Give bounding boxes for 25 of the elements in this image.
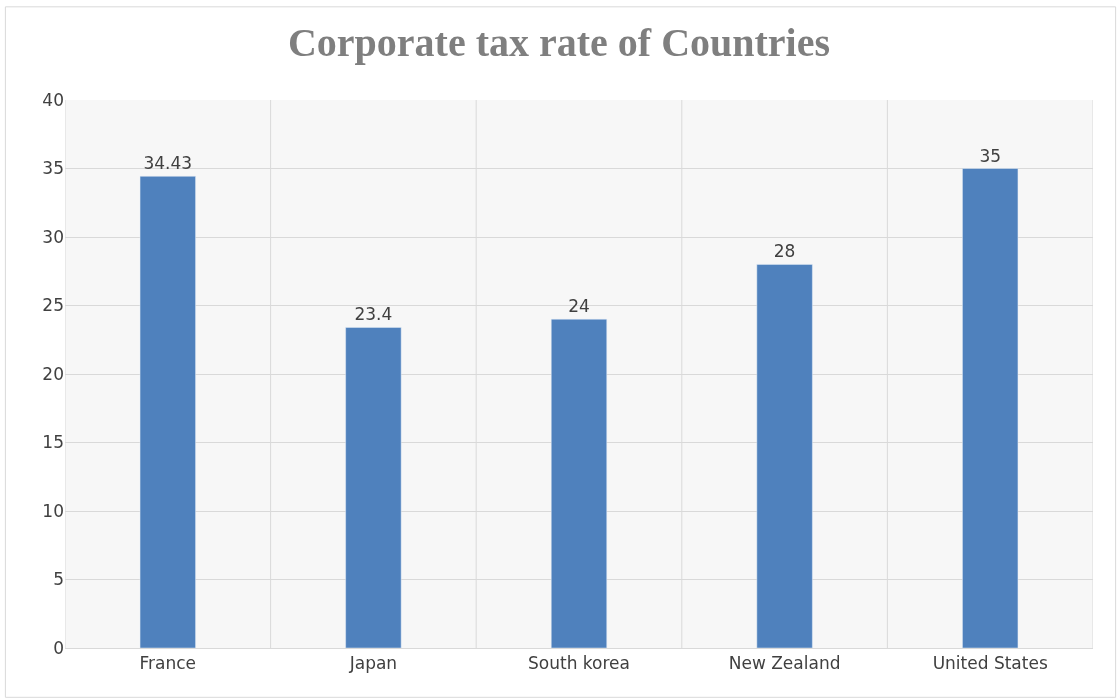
- chart-title: Corporate tax rate of Countries: [287, 19, 831, 65]
- bar: [756, 264, 813, 648]
- bar: [550, 318, 608, 648]
- y-tick-label: 10: [42, 500, 64, 521]
- y-tick-label: 40: [42, 89, 64, 110]
- y-tick-label: 15: [42, 432, 64, 453]
- x-tick-label: New Zealand: [728, 653, 841, 674]
- y-tick-label: 20: [42, 363, 64, 384]
- y-tick-label: 35: [42, 158, 64, 179]
- x-tick-label: South korea: [528, 653, 630, 674]
- x-tick-label: United States: [932, 653, 1048, 674]
- bar: [962, 168, 1019, 648]
- y-tick-label: 5: [53, 569, 64, 590]
- y-tick-label: 0: [53, 637, 64, 658]
- data-label: 23.4: [354, 304, 393, 325]
- y-tick-label: 30: [42, 226, 64, 247]
- x-tick-label: Japan: [348, 653, 398, 674]
- bar: [139, 176, 196, 648]
- data-label: 28: [773, 241, 796, 262]
- data-label: 34.43: [143, 153, 193, 174]
- x-tick-label: France: [139, 653, 197, 674]
- data-label: 35: [979, 145, 1002, 166]
- data-label: 24: [568, 296, 590, 317]
- y-tick-label: 25: [42, 295, 64, 316]
- bar: [345, 327, 402, 648]
